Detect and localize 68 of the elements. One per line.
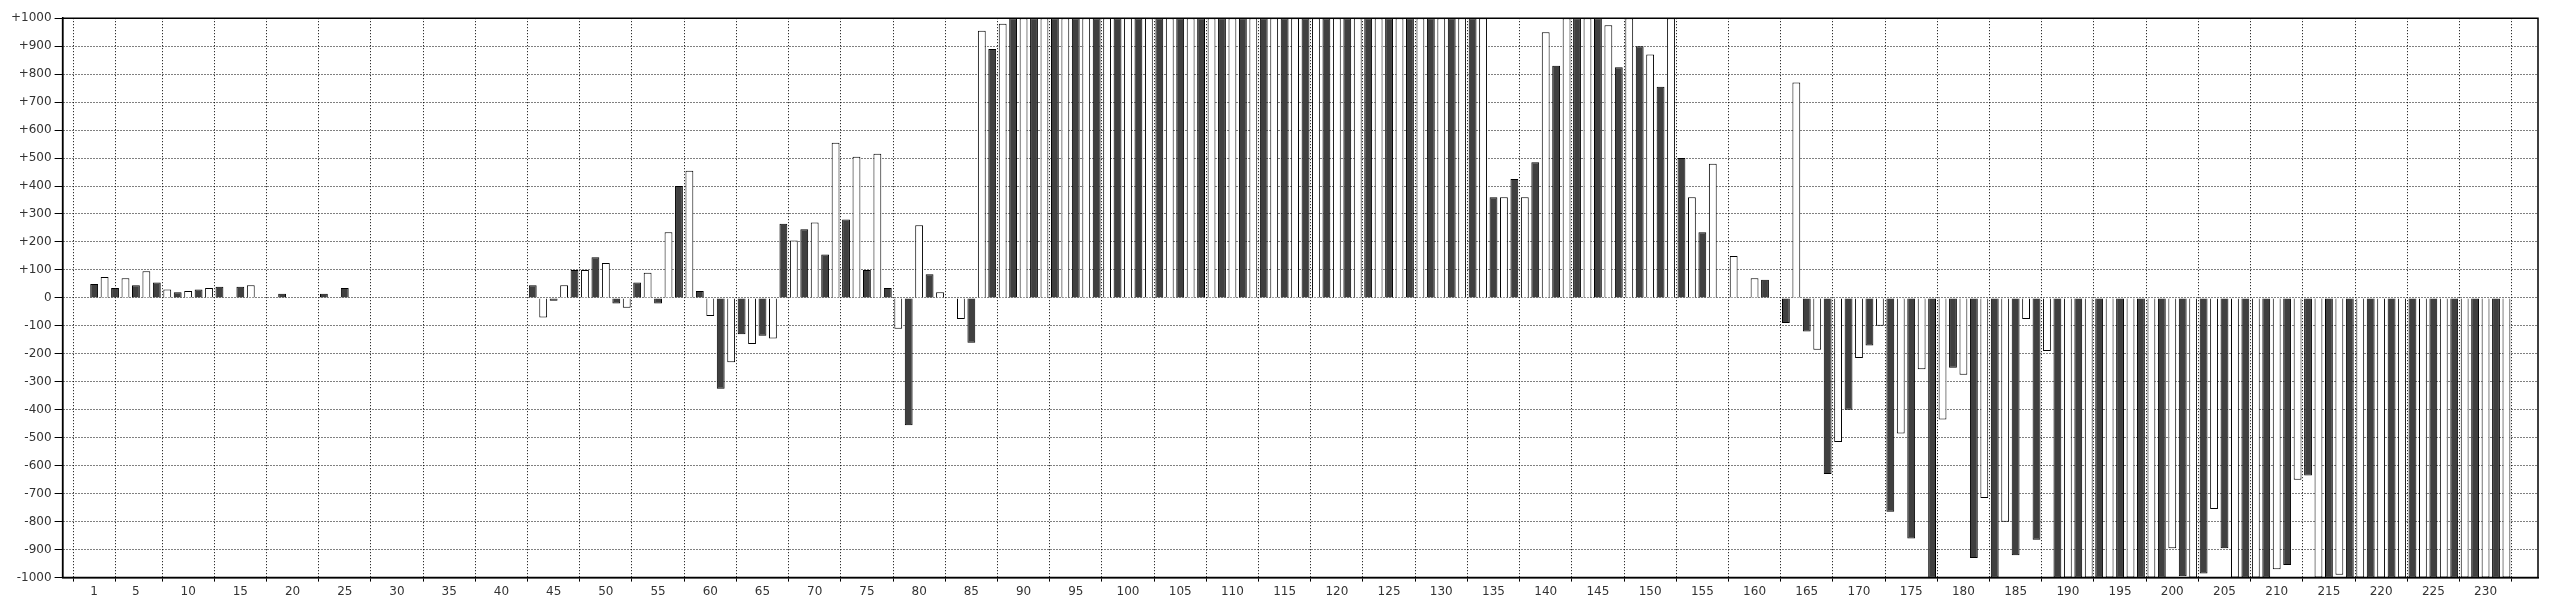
- y-tick-label: +100: [18, 262, 52, 277]
- x-tick-label: 155: [1690, 583, 1714, 598]
- x-tick-label: 30: [389, 583, 405, 598]
- y-tick-label: +900: [18, 38, 52, 53]
- x-tick-label: 160: [1743, 583, 1767, 598]
- x-tick-label: 1: [90, 583, 98, 598]
- x-tick-label: 15: [232, 583, 248, 598]
- x-tick-label: 20: [284, 583, 301, 598]
- y-tick-label: +400: [18, 178, 52, 193]
- y-tick-label: -900: [24, 541, 52, 556]
- x-tick-label: 215: [2317, 583, 2341, 598]
- x-tick-label: 55: [650, 583, 666, 598]
- y-tick-label: -800: [24, 513, 52, 528]
- x-tick-label: 125: [1377, 583, 1401, 598]
- x-tick-label: 135: [1482, 583, 1505, 598]
- x-tick-label: 60: [702, 583, 718, 598]
- y-tick-label: -400: [24, 401, 52, 416]
- x-tick-label: 105: [1168, 583, 1192, 598]
- x-tick-label: 195: [2108, 583, 2132, 598]
- x-tick-label: 65: [754, 583, 771, 598]
- x-tick-label: 205: [2213, 583, 2236, 598]
- x-tick-label: 130: [1429, 583, 1453, 598]
- x-tick-label: 25: [337, 583, 353, 598]
- x-tick-label: 225: [2421, 583, 2445, 598]
- y-tick-label: -100: [24, 317, 52, 332]
- x-tick-label: 220: [2369, 583, 2393, 598]
- x-tick-label: 80: [911, 583, 927, 598]
- y-tick-label: -600: [24, 457, 52, 472]
- y-tick-label: -300: [24, 373, 52, 388]
- y-tick-label: -1000: [16, 569, 52, 584]
- y-tick-label: +700: [18, 94, 52, 109]
- x-tick-label: 170: [1847, 583, 1871, 598]
- x-tick-label: 40: [493, 583, 510, 598]
- x-tick-label: 175: [1899, 583, 1923, 598]
- x-tick-label: 115: [1273, 583, 1297, 598]
- y-tick-label: +200: [18, 234, 52, 249]
- x-tick-label: 85: [963, 583, 979, 598]
- x-tick-label: 5: [132, 583, 140, 598]
- x-tick-label: 90: [1015, 583, 1032, 598]
- y-tick-label: +500: [18, 150, 52, 165]
- x-tick-label: 180: [1951, 583, 1975, 598]
- x-tick-label: 10: [180, 583, 196, 598]
- x-tick-label: 45: [545, 583, 562, 598]
- y-tick-label: 0: [43, 290, 52, 305]
- x-tick-label: 50: [598, 583, 614, 598]
- y-tick-label: -700: [24, 485, 52, 500]
- x-tick-label: 230: [2474, 583, 2498, 598]
- x-tick-label: 95: [1068, 583, 1084, 598]
- y-tick-label: +1000: [11, 10, 52, 25]
- y-tick-label: +600: [18, 122, 52, 137]
- y-tick-label: -200: [24, 345, 52, 360]
- x-tick-label: 150: [1638, 583, 1662, 598]
- x-tick-label: 165: [1795, 583, 1819, 598]
- y-tick-label: -500: [24, 429, 52, 444]
- x-tick-label: 75: [859, 583, 875, 598]
- x-tick-label: 145: [1586, 583, 1610, 598]
- x-tick-label: 185: [2004, 583, 2028, 598]
- x-tick-label: 35: [441, 583, 457, 598]
- x-tick-label: 120: [1325, 583, 1349, 598]
- x-tick-label: 110: [1220, 583, 1244, 598]
- x-tick-label: 100: [1116, 583, 1140, 598]
- x-tick-label: 210: [2265, 583, 2289, 598]
- y-tick-label: +800: [18, 66, 52, 81]
- x-tick-label: 140: [1534, 583, 1558, 598]
- x-tick-label: 190: [2056, 583, 2080, 598]
- x-tick-label: 200: [2160, 583, 2184, 598]
- x-tick-label: 70: [807, 583, 823, 598]
- y-tick-label: +300: [18, 206, 52, 221]
